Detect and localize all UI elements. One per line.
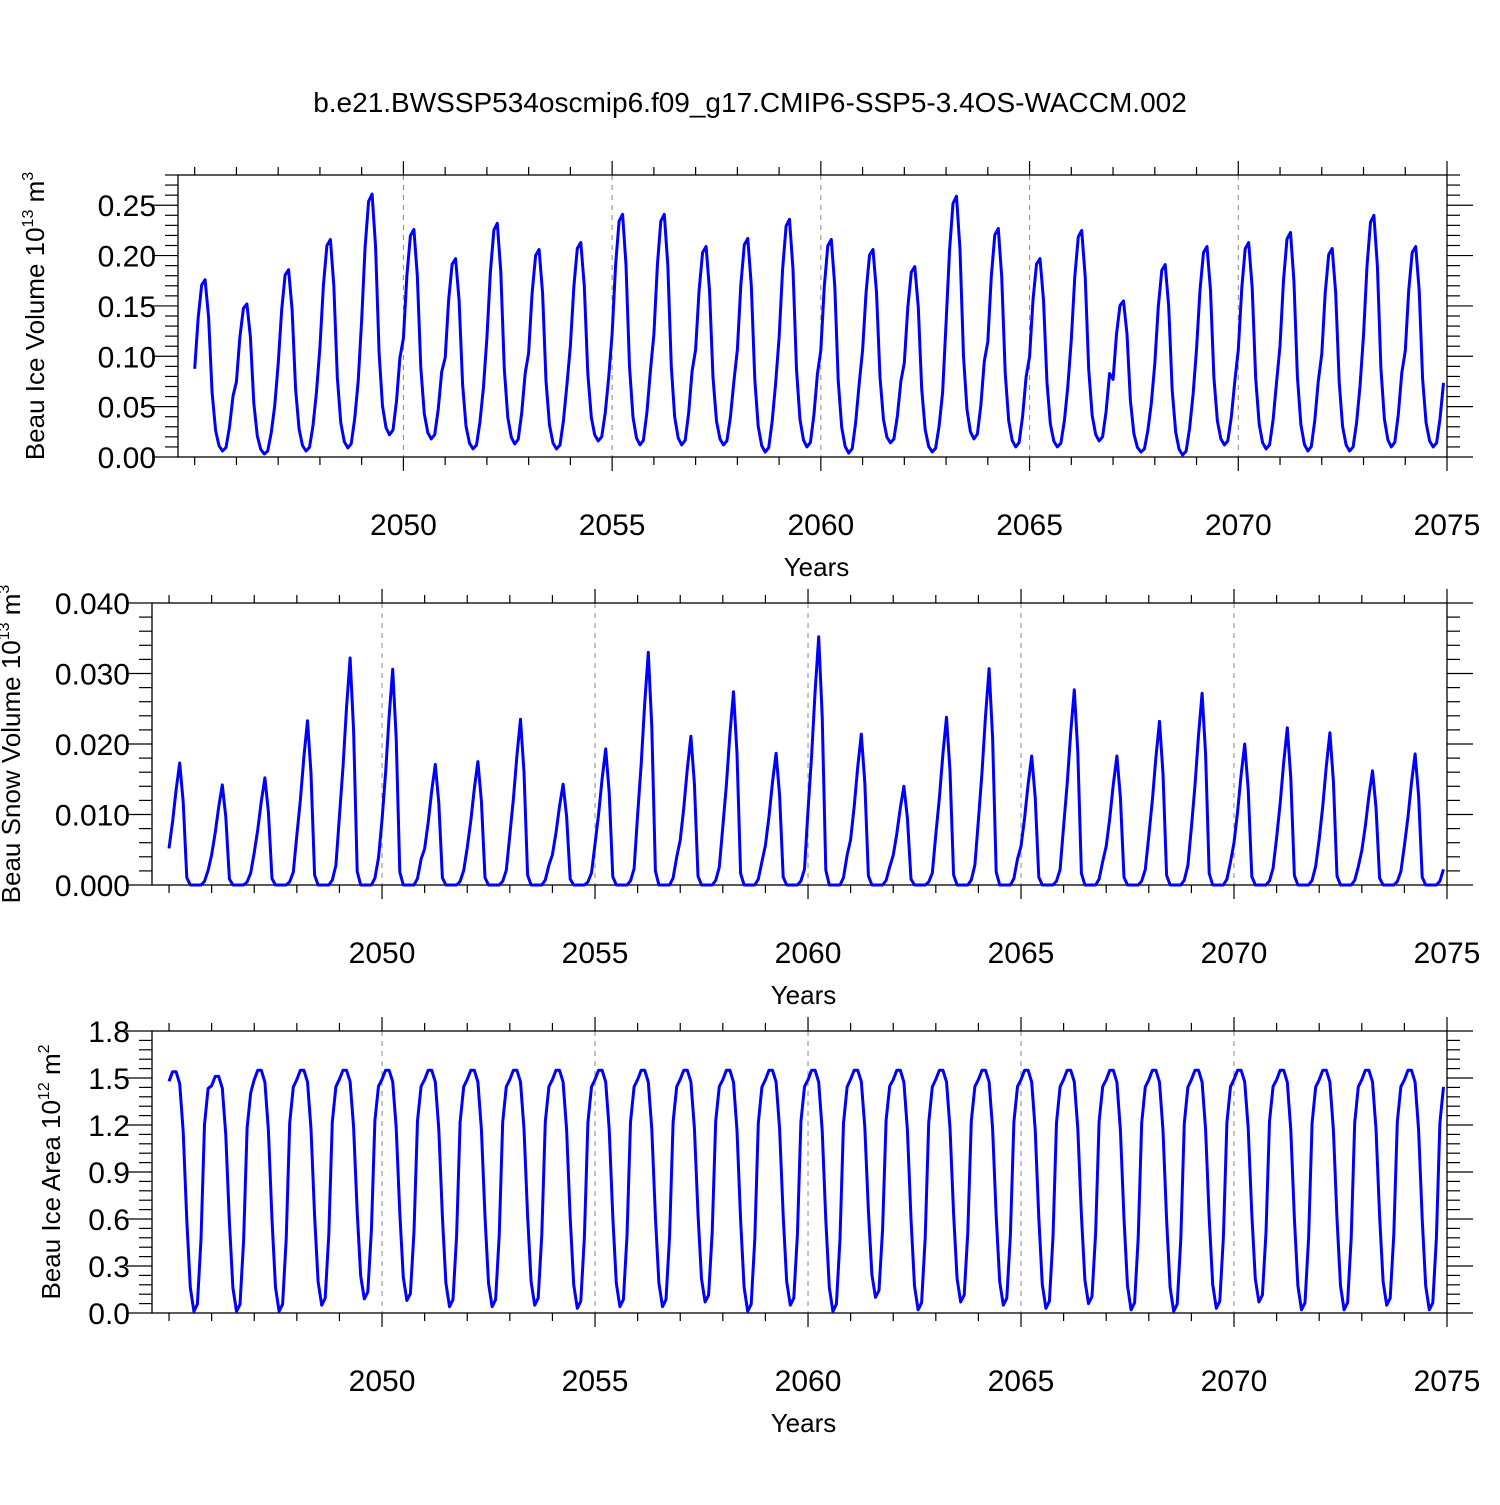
y-axis-label-unit: m	[36, 1053, 66, 1082]
y-axis-label-unit: m	[20, 181, 50, 210]
y-tick-label: 0.010	[55, 800, 130, 833]
y-tick-label: 1.8	[88, 1016, 130, 1049]
x-axis-label: Years	[771, 1408, 837, 1438]
y-axis-label: Beau Ice Area 1012 m2	[36, 1044, 66, 1299]
x-tick-label: 2065	[988, 937, 1055, 970]
y-tick-label: 0.0	[88, 1298, 130, 1331]
x-tick-label: 2055	[562, 937, 629, 970]
y-tick-label: 0.030	[55, 659, 130, 692]
y-tick-label: 0.15	[98, 291, 156, 324]
y-tick-label: 0.9	[88, 1157, 130, 1190]
y-tick-label: 0.020	[55, 729, 130, 762]
x-tick-label: 2070	[1201, 937, 1268, 970]
x-tick-label: 2070	[1201, 1365, 1268, 1398]
x-tick-label: 2055	[579, 509, 646, 542]
x-axis-label: Years	[784, 552, 850, 582]
y-tick-label: 0.25	[98, 190, 156, 223]
data-series-line	[167, 1068, 1445, 1313]
x-tick-label: 2075	[1414, 937, 1481, 970]
x-tick-label: 2065	[988, 1365, 1055, 1398]
x-tick-label: 2065	[996, 509, 1063, 542]
x-tick-label: 2050	[370, 509, 437, 542]
x-tick-label: 2075	[1414, 1365, 1481, 1398]
y-tick-label: 0.3	[88, 1251, 130, 1284]
y-tick-label: 0.10	[98, 341, 156, 374]
x-tick-label: 2060	[787, 509, 854, 542]
y-tick-label: 1.2	[88, 1110, 130, 1143]
y-tick-label: 1.5	[88, 1063, 130, 1096]
y-tick-label: 0.040	[55, 588, 130, 621]
y-axis-label-exponent: 13	[0, 622, 13, 640]
y-axis-label-unit-exponent: 3	[0, 585, 13, 594]
ice-volume-panel: 2050 2055 2060 2065 2070 2075 Years 0.00 0.05 0.1…	[20, 161, 1480, 582]
x-tick-label: 2075	[1414, 509, 1481, 542]
data-series-line	[167, 635, 1445, 887]
y-axis-label-unit-exponent: 2	[36, 1044, 53, 1053]
y-axis-label: Beau Snow Volume 1013 m3	[0, 585, 26, 904]
y-axis-label-text: Beau Ice Area 10	[36, 1100, 66, 1299]
figure-title: b.e21.BWSSP534oscmip6.f09_g17.CMIP6-SSP5…	[313, 87, 1187, 118]
y-tick-label: 0.20	[98, 241, 156, 274]
y-axis-label-unit: m	[0, 594, 26, 623]
x-axis-label: Years	[771, 980, 837, 1010]
data-series-line	[193, 192, 1445, 457]
y-tick-label: 0.000	[55, 870, 130, 903]
y-tick-label: 0.05	[98, 392, 156, 425]
ice-area-panel: 2050 2055 2060 2065 2070 2075 Years 0.0 0.3 0.6 0.…	[36, 1016, 1480, 1438]
y-axis-label-exponent: 13	[20, 210, 37, 228]
x-tick-label: 2055	[562, 1365, 629, 1398]
x-tick-label: 2060	[775, 937, 842, 970]
y-tick-label: 0.6	[88, 1204, 130, 1237]
x-tick-label: 2050	[349, 937, 416, 970]
x-tick-label: 2070	[1205, 509, 1272, 542]
y-axis-label: Beau Ice Volume 1013 m3	[20, 172, 50, 460]
plot-frame	[151, 602, 1448, 886]
y-tick-label: 0.00	[98, 442, 156, 475]
x-tick-label: 2060	[775, 1365, 842, 1398]
y-axis-label-exponent: 12	[36, 1082, 53, 1100]
snow-volume-panel: 2050 2055 2060 2065 2070 2075 Years 0.000 0.010 0…	[0, 585, 1480, 1010]
y-axis-label-text: Beau Snow Volume 10	[0, 640, 26, 903]
y-axis-label-text: Beau Ice Volume 10	[20, 227, 50, 460]
y-axis-label-unit-exponent: 3	[20, 172, 37, 181]
x-tick-label: 2050	[349, 1365, 416, 1398]
